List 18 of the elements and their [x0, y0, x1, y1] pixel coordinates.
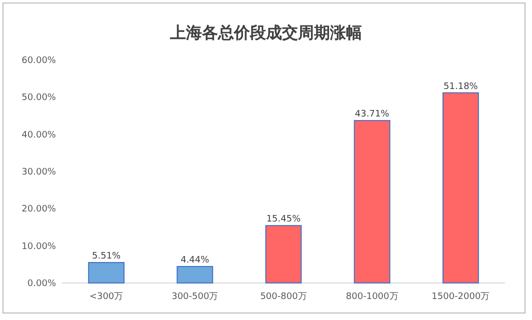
data-label: 43.71% — [354, 110, 390, 120]
y-tick-label: 20.00% — [22, 204, 56, 215]
x-tick-label: 500-800万 — [260, 292, 307, 302]
y-tick-label: 60.00% — [22, 56, 56, 66]
title: 上海各总价段成交周期涨幅 — [170, 23, 362, 42]
data-label: 15.45% — [266, 214, 301, 225]
x-tick-label: 800-1000万 — [346, 292, 398, 302]
y-tick-label: 10.00% — [22, 242, 56, 252]
data-label: 5.51% — [92, 252, 121, 262]
y-tick-label: 50.00% — [22, 93, 56, 104]
data-label: 4.44% — [180, 256, 210, 266]
y-tick-label: 0.00% — [27, 279, 56, 289]
x-tick-label: 300-500万 — [172, 292, 218, 302]
y-tick-label: 40.00% — [22, 130, 56, 140]
data-label: 51.18% — [444, 82, 478, 92]
x-tick-label: <300万 — [89, 292, 124, 302]
x-tick-label: 1500-2000万 — [432, 292, 490, 302]
y-tick-label: 30.00% — [22, 168, 56, 178]
